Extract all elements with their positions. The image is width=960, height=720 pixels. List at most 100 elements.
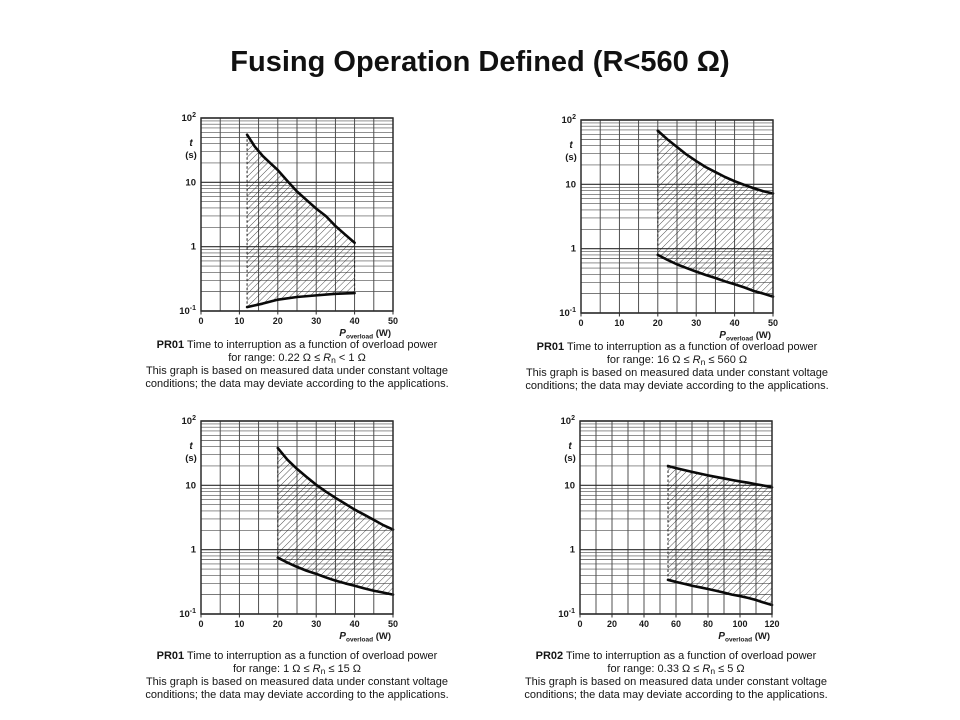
x-tick-label: 30 <box>691 318 701 328</box>
y-tick-label: 10-1 <box>179 305 196 317</box>
resistance-subscript: n <box>320 666 326 676</box>
y-tick-label: 102 <box>562 114 577 126</box>
y-tick-label: 10 <box>565 179 576 190</box>
x-axis-label: Poverload (W) <box>718 631 770 644</box>
resistance-subscript: n <box>710 666 716 676</box>
caption-line-3: This graph is based on measured data und… <box>145 365 449 377</box>
x-tick-label: 60 <box>671 619 681 629</box>
x-tick-label: 50 <box>388 619 398 629</box>
caption-line-2: for range: 0.22 Ω ≤ Rn < 1 Ω <box>115 352 479 365</box>
x-tick-label: 0 <box>198 316 203 326</box>
y-tick-label: 10 <box>185 480 196 491</box>
x-tick-labels: 0 10 20 30 40 50 <box>578 313 778 328</box>
x-axis-unit: (W) <box>753 330 771 341</box>
x-tick-label: 20 <box>273 316 283 326</box>
x-axis-variable: P <box>719 330 726 341</box>
x-tick-labels: 0 10 20 30 40 50 <box>198 311 398 326</box>
y-tick-base: 10 <box>182 113 193 124</box>
caption-range-pre: for range: 0.33 Ω ≤ <box>607 663 703 675</box>
y-axis-unit: (s) <box>565 152 577 163</box>
caption-line-1: PR01 Time to interruption as a function … <box>115 650 479 663</box>
caption-bottom-right: PR02 Time to interruption as a function … <box>494 650 858 702</box>
x-axis-subscript: overload <box>346 334 373 341</box>
y-tick-base: 10 <box>185 177 196 188</box>
caption-range-post: ≤ 560 Ω <box>705 354 748 366</box>
y-tick-base: 10 <box>559 308 570 319</box>
fusing-band <box>247 134 355 308</box>
y-tick-label: 1 <box>570 545 576 556</box>
x-axis-subscript: overload <box>726 336 753 343</box>
y-tick-base: 1 <box>570 545 576 556</box>
x-tick-label: 0 <box>577 619 582 629</box>
caption-range-pre: for range: 16 Ω ≤ <box>606 354 693 366</box>
caption-code: PR01 <box>536 341 565 353</box>
lower-time-curve <box>276 556 395 596</box>
y-tick-exponent: 2 <box>572 114 576 121</box>
fusing-band <box>668 465 772 606</box>
y-tick-label: 102 <box>182 112 197 124</box>
x-tick-label: 120 <box>764 619 779 629</box>
caption-title-text: Time to interruption as a function of ov… <box>184 650 438 662</box>
y-axis-unit: (s) <box>564 453 576 464</box>
x-tick-label: 20 <box>653 318 663 328</box>
y-tick-base: 1 <box>191 242 197 253</box>
y-tick-exponent: -1 <box>569 608 575 615</box>
y-tick-label: 1 <box>191 545 197 556</box>
y-tick-base: 1 <box>571 244 577 255</box>
resistance-symbol: R <box>323 352 332 364</box>
caption-range-pre: for range: 1 Ω ≤ <box>232 663 313 675</box>
caption-line-1: PR02 Time to interruption as a function … <box>494 650 858 663</box>
x-axis-label: Poverload (W) <box>339 328 391 341</box>
y-axis-unit: (s) <box>185 150 197 161</box>
caption-line-4: conditions; the data may deviate accordi… <box>525 380 829 392</box>
x-tick-labels: 0 20 40 60 80 100 120 <box>577 614 780 629</box>
x-tick-label: 10 <box>234 619 244 629</box>
lower-time-curve <box>656 253 775 298</box>
x-axis-subscript: overload <box>725 637 752 644</box>
x-axis-variable: P <box>718 631 725 642</box>
x-tick-label: 40 <box>350 316 360 326</box>
caption-range-post: ≤ 5 Ω <box>715 663 745 675</box>
caption-title-text: Time to interruption as a function of ov… <box>184 339 438 351</box>
x-tick-label: 30 <box>311 316 321 326</box>
resistance-symbol: R <box>692 354 701 366</box>
x-tick-label: 50 <box>388 316 398 326</box>
x-tick-label: 100 <box>732 619 747 629</box>
y-tick-exponent: 2 <box>192 415 196 422</box>
x-axis-subscript: overload <box>346 637 373 644</box>
caption-line-2: for range: 16 Ω ≤ Rn ≤ 560 Ω <box>495 354 859 367</box>
y-tick-base: 10 <box>179 306 190 317</box>
y-axis-variable: t <box>568 441 572 452</box>
y-tick-exponent: -1 <box>570 307 576 314</box>
caption-line-1: PR01 Time to interruption as a function … <box>495 341 859 354</box>
upper-time-curve <box>656 129 775 195</box>
x-axis-unit: (W) <box>373 328 391 339</box>
resistance-symbol: R <box>312 663 321 675</box>
caption-line-2: for range: 0.33 Ω ≤ Rn ≤ 5 Ω <box>494 663 858 676</box>
y-tick-label: 1 <box>191 242 197 253</box>
caption-code: PR01 <box>156 650 185 662</box>
caption-line-3: This graph is based on measured data und… <box>524 676 828 688</box>
slide-title: Fusing Operation Defined (R<560 Ω) <box>230 46 730 78</box>
x-tick-label: 30 <box>311 619 321 629</box>
y-axis-unit: (s) <box>185 453 197 464</box>
upper-time-curve <box>276 446 395 531</box>
x-axis-label: Poverload (W) <box>719 330 771 343</box>
y-tick-base: 10 <box>558 609 569 620</box>
plot-border <box>580 119 774 314</box>
y-tick-label: 102 <box>561 415 576 427</box>
upper-time-curve <box>245 133 356 245</box>
y-tick-base: 1 <box>191 545 197 556</box>
caption-line-4: conditions; the data may deviate accordi… <box>145 689 449 701</box>
caption-line-1: PR01 Time to interruption as a function … <box>115 339 479 352</box>
resistance-subscript: n <box>700 357 706 367</box>
x-axis-unit: (W) <box>373 631 391 642</box>
y-tick-label: 1 <box>571 244 577 255</box>
x-tick-label: 50 <box>768 318 778 328</box>
y-tick-base: 10 <box>185 480 196 491</box>
